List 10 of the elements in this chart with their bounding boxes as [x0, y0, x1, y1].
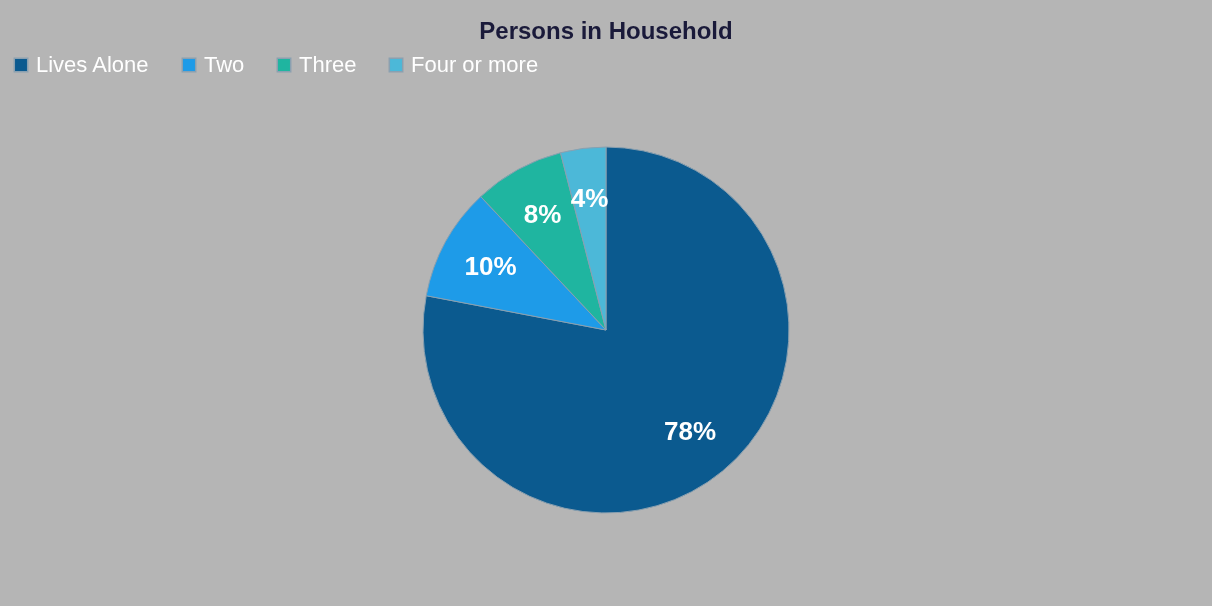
data-label: 78% [663, 415, 717, 446]
chart-title: Persons in Household [479, 17, 733, 44]
legend-label: Two [204, 52, 245, 77]
legend-label: Four or more [411, 52, 539, 77]
data-label: 4% [570, 183, 609, 214]
legend-label: Lives Alone [36, 52, 149, 77]
pie-slice [422, 146, 790, 514]
data-label: 8% [523, 198, 562, 229]
data-label: 10% [464, 250, 517, 281]
legend-label: Three [299, 52, 357, 77]
